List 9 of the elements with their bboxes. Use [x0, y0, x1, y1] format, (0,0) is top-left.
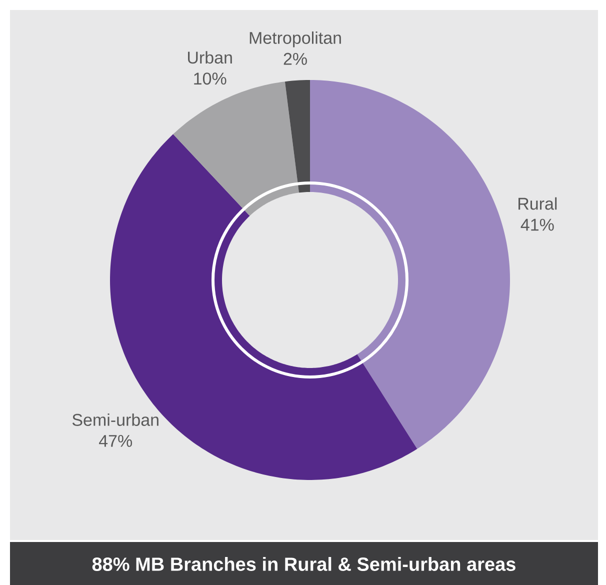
slice-label: Urban — [188, 51, 232, 64]
slice-label: Metropolitan — [250, 31, 341, 48]
data-label: 2% — [284, 52, 307, 65]
slice-label: Rural — [518, 197, 557, 210]
data-label: 10% — [194, 72, 226, 85]
data-label: 47% — [99, 434, 132, 447]
slice-label: Semi-urban — [72, 413, 158, 426]
text: 88% MB Branches in Rural & Semi-urban areas — [92, 557, 516, 571]
data-label: 41% — [520, 218, 554, 231]
